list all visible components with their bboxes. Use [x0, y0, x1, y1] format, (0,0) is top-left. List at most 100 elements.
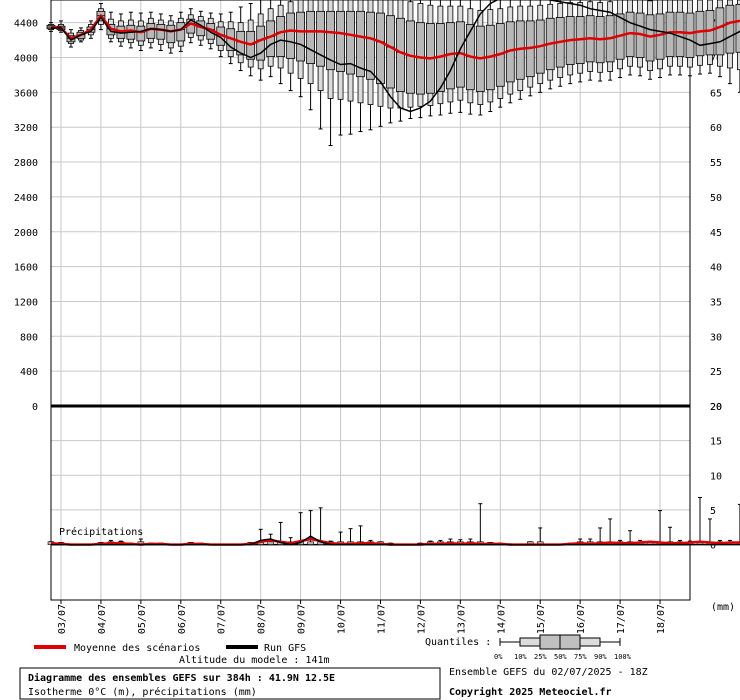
left-tick-label: 400 [20, 367, 38, 378]
box-inner [346, 10, 355, 75]
box-inner [695, 10, 705, 57]
ensemble-box [685, 0, 695, 77]
legend: Moyenne des scénarios Run GFS Altitude d… [34, 642, 330, 666]
ensemble-box [306, 0, 315, 111]
ensemble-box [615, 0, 625, 79]
legend-mean-label: Moyenne des scénarios [74, 642, 200, 654]
right-tick-label: 30 [710, 332, 722, 343]
ensemble-box [386, 0, 395, 124]
date-tick-label: 17/07 [616, 604, 627, 634]
left-tick-label: 3600 [14, 88, 38, 99]
ensemble-box [715, 0, 725, 78]
quantile-label-0: 0% [494, 653, 503, 661]
ensemble-box [695, 0, 705, 75]
right-tick-label: 55 [710, 158, 722, 169]
x-axis: 03/07 04/07 05/07 06/07 07/07 08/07 09/07 10/07… [57, 600, 667, 634]
box-inner [286, 12, 296, 59]
right-tick-label: 45 [710, 228, 722, 239]
right-tick-label: 50 [710, 193, 722, 204]
ensemble-box [366, 0, 375, 131]
box-inner [705, 10, 715, 56]
altitude-label: Altitude du modele : 141m [179, 655, 330, 666]
box-inner [735, 3, 740, 53]
date-tick-label: 11/07 [376, 604, 387, 634]
box-inner [306, 10, 315, 65]
box-inner [296, 11, 306, 62]
quantile-label-25: 25% [534, 653, 547, 661]
right-tick-label: 25 [710, 367, 722, 378]
box-inner [655, 13, 665, 60]
quantile-label-10: 10% [514, 653, 527, 661]
box-inner [396, 17, 405, 92]
ensemble-box [296, 0, 306, 98]
left-tick-label: 800 [20, 332, 38, 343]
date-tick-label: 18/07 [656, 604, 667, 634]
left-tick-label: 3200 [14, 123, 38, 134]
gfs-run-isotherm-line [51, 0, 740, 113]
quantile-legend-label: Quantiles : [425, 637, 491, 648]
upper-lines [50, 0, 740, 113]
title-box-frame [19, 667, 441, 700]
date-tick-label: 08/07 [257, 604, 268, 634]
right-tick-label: 65 [710, 88, 722, 99]
box-inner [715, 7, 725, 56]
box-inner [176, 22, 186, 42]
precip-inner-box [307, 541, 314, 545]
date-tick-label: 06/07 [177, 604, 188, 634]
ensemble-box [406, 0, 415, 119]
quantile-label-75: 75% [574, 653, 587, 661]
left-tick-label: 2400 [14, 193, 38, 204]
box-inner [376, 12, 385, 85]
box-inner [326, 10, 335, 71]
ensemble-box [645, 0, 655, 80]
left-tick-label: 4000 [14, 54, 38, 65]
date-tick-label: 05/07 [137, 604, 148, 634]
ensemble-box [396, 0, 405, 122]
box-inner [136, 25, 146, 42]
lower-frame [50, 405, 691, 601]
date-tick-label: 12/07 [416, 604, 427, 634]
ensemble-box [705, 0, 715, 74]
right-tick-label: 35 [710, 297, 722, 308]
date-tick-label: 14/07 [496, 604, 507, 634]
box-inner [675, 11, 685, 58]
date-tick-label: 10/07 [337, 604, 348, 634]
chart-subtitle: Isotherme 0°C (m), précipitations (mm) [28, 686, 257, 698]
date-tick-label: 16/07 [576, 604, 587, 634]
precip-tick-label: 20 [710, 402, 722, 413]
right-tick-label: 70 [710, 54, 722, 65]
box-inner [645, 14, 655, 62]
ensemble-box [286, 0, 296, 92]
box-inner [356, 10, 365, 78]
ensemble-box [625, 0, 635, 76]
date-tick-label: 07/07 [217, 604, 228, 634]
lower-lines [50, 535, 740, 546]
left-tick-label: 0 [32, 402, 38, 413]
box-inner [366, 11, 375, 80]
ensemble-box [445, 0, 455, 114]
ensemble-box [635, 0, 645, 77]
left-tick-label: 1200 [14, 297, 38, 308]
legend-run-label: Run GFS [264, 643, 306, 654]
ensemble-box [595, 0, 605, 82]
copyright-label: Copyright 2025 Meteociel.fr [449, 686, 612, 698]
box-inner [685, 12, 695, 58]
title-box: Diagramme des ensembles GEFS sur 384h : … [19, 667, 441, 700]
ensemble-box [575, 0, 585, 83]
date-tick-label: 13/07 [456, 604, 467, 634]
quantile-legend: Quantiles : 0% 10% 25% 50% 75% 90% 100% [425, 634, 632, 661]
date-tick-label: 15/07 [536, 604, 547, 634]
left-tick-label: 1600 [14, 263, 38, 274]
box-inner [336, 10, 345, 72]
ensemble-box [276, 0, 286, 85]
precip-tick-label: 15 [710, 437, 722, 448]
precip-tick-label: 10 [710, 471, 722, 482]
ensemble-box [356, 0, 365, 133]
gfs-run-precip-line [51, 535, 740, 546]
left-tick-label: 4400 [14, 19, 38, 30]
box-inner [166, 24, 176, 44]
ensemble-box [725, 0, 735, 85]
date-tick-label: 03/07 [57, 604, 68, 634]
date-tick-label: 04/07 [97, 604, 108, 634]
ensemble-box [176, 11, 186, 52]
